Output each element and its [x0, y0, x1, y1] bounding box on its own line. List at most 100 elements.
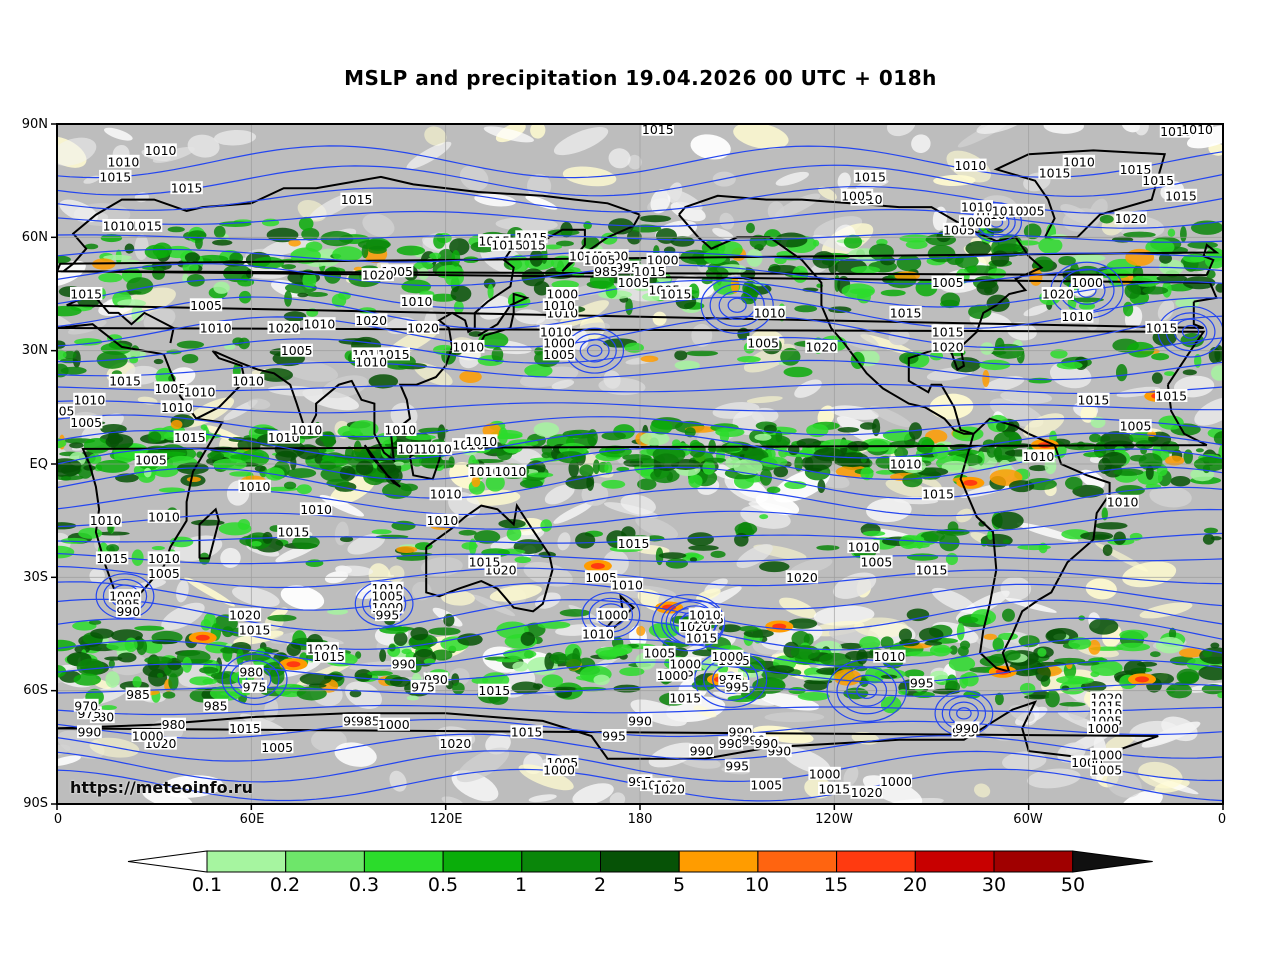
precip-cell: [524, 364, 553, 378]
precip-cell: [778, 447, 788, 458]
isobar-label: 1005: [261, 740, 293, 755]
precip-cell: [994, 692, 1004, 706]
precip-cell: [665, 558, 689, 569]
colorbar-label: 0.1: [191, 874, 223, 896]
precip-cell: [739, 625, 759, 632]
isobar-label-bg: [633, 264, 666, 278]
isobar-ring: [229, 659, 280, 699]
cloud-patch: [931, 587, 977, 614]
precip-cell: [57, 305, 82, 317]
isobar-label-bg: [57, 404, 75, 418]
precip-cell: [816, 545, 840, 551]
precip-cell: [640, 355, 659, 363]
isobar-label: 1015: [511, 725, 543, 740]
isobar-ring: [95, 573, 155, 620]
isobar-label-bg: [581, 627, 615, 640]
isobar-label: 1010: [184, 385, 216, 400]
isobar-label: 1010: [148, 551, 180, 566]
isobar-label-bg: [711, 649, 744, 663]
colorbar-label: 20: [902, 874, 928, 896]
precip-cell: [1145, 238, 1175, 256]
credit-link[interactable]: https://meteoinfo.ru: [70, 778, 253, 797]
precip-cell: [540, 519, 553, 532]
precip-cell: [428, 627, 461, 636]
isobar-label-bg: [429, 487, 462, 501]
colorbar-swatch: [993, 850, 1074, 873]
precip-cell: [856, 648, 868, 665]
isobar-label-bg: [439, 736, 472, 750]
precip-cell: [349, 689, 362, 698]
cloud-patch: [603, 550, 629, 576]
precip-cell: [593, 674, 610, 686]
colorbar-label: 1: [514, 874, 528, 896]
precip-cell: [1203, 527, 1218, 534]
precip-cell: [252, 256, 285, 270]
isobar-label-bg: [954, 721, 980, 735]
cloud-patch: [413, 362, 453, 386]
cloud-patch: [603, 502, 659, 518]
isobar-label: 1010: [543, 298, 575, 313]
precip-cell: [302, 271, 317, 290]
precip-cell: [143, 467, 152, 478]
cloud-patch: [767, 201, 785, 221]
precip-cell: [1101, 507, 1108, 521]
isobar-label-bg: [375, 608, 400, 622]
precip-cell: [803, 633, 814, 646]
isobar-label: 1010: [107, 154, 139, 169]
isobar-label: 1010: [954, 158, 986, 173]
isobar-label: 975: [411, 679, 435, 694]
coastline: [477, 292, 530, 348]
cloud-patch: [733, 124, 789, 150]
colorbar-swatch: [285, 850, 365, 873]
precip-cell: [354, 669, 373, 682]
isobar-label: 1010: [384, 423, 416, 438]
isobar-label-bg: [199, 321, 232, 334]
precip-cell: [980, 540, 988, 547]
isobar-label: 995: [725, 759, 749, 774]
isobar-label: 1010: [303, 317, 335, 332]
cloud-patch: [572, 783, 614, 804]
precip-cell: [683, 552, 701, 560]
isobar-label: 1015: [660, 287, 692, 302]
precip-cell: [388, 643, 396, 652]
precip-cell: [544, 244, 563, 250]
precip-cell: [459, 370, 482, 383]
lat-label: 30N: [21, 343, 48, 358]
precip-cell: [167, 226, 185, 233]
precip-cell: [913, 691, 935, 699]
isobar-label-bg: [750, 778, 783, 792]
isobar-label-bg: [688, 608, 721, 622]
precip-cell: [473, 530, 501, 544]
precip-cell: [939, 533, 960, 552]
precip-cell: [541, 444, 553, 455]
lat-label: 30S: [23, 570, 48, 585]
precip-cell: [579, 464, 594, 477]
isobar-label-bg: [1142, 173, 1175, 187]
isobar-label-bg: [584, 570, 618, 584]
isobar-label: 1010: [300, 502, 332, 517]
isobar-label: 1010: [148, 509, 180, 524]
isobar-label: 1015: [96, 551, 128, 566]
precip-cell: [868, 243, 894, 261]
cloud-patch: [813, 216, 863, 240]
isobar-label-bg: [355, 355, 388, 368]
isobar: [57, 248, 1223, 263]
precip-cell: [371, 529, 392, 535]
graticule: [57, 124, 1223, 804]
isobar-layer: [57, 145, 1223, 802]
isobar-label-bg: [1155, 389, 1188, 402]
precip-cell: [1123, 660, 1147, 678]
isobar-label-bg: [689, 744, 714, 758]
cloud-patch: [280, 585, 325, 610]
precip-cell: [608, 218, 634, 235]
precip-cell: [57, 458, 82, 473]
precip-cell: [98, 272, 123, 283]
isobar-ring: [221, 653, 288, 706]
precip-cell: [322, 454, 335, 461]
isobar-label: 1010: [401, 294, 433, 309]
precip-cell: [639, 215, 672, 223]
isobar-label-bg: [494, 464, 527, 478]
precip-cell: [948, 655, 976, 672]
isobar-label-bg: [173, 430, 206, 444]
page-title: MSLP and precipitation 19.04.2026 00 UTC…: [344, 66, 937, 90]
